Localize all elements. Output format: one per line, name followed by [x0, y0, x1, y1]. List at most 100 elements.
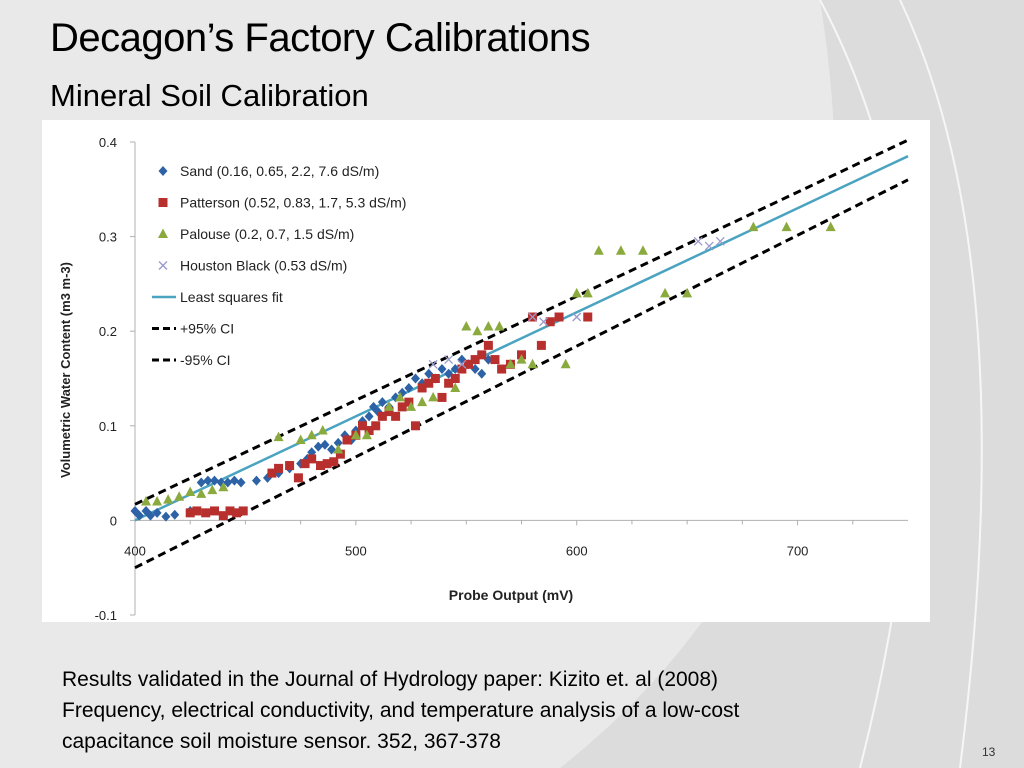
legend-marker	[158, 198, 168, 207]
data-point	[152, 507, 162, 518]
data-point	[333, 437, 343, 448]
data-point	[163, 494, 174, 504]
data-point	[251, 475, 261, 486]
series-line	[134, 155, 909, 522]
data-point	[483, 340, 493, 350]
legend-marker	[158, 228, 168, 238]
data-point	[417, 396, 428, 407]
data-point	[781, 221, 792, 232]
x-marker-stroke	[444, 355, 454, 365]
data-point	[196, 477, 206, 488]
data-point	[637, 245, 648, 255]
data-point	[225, 506, 235, 516]
data-point	[430, 374, 440, 383]
data-point	[406, 401, 417, 411]
x-marker-stroke	[572, 312, 582, 322]
data-point	[295, 434, 306, 444]
data-point	[417, 383, 427, 393]
data-point	[497, 364, 507, 374]
data-point	[457, 354, 467, 365]
data-point	[490, 355, 500, 365]
data-point	[461, 320, 472, 331]
data-point	[232, 508, 242, 518]
data-point	[682, 287, 693, 298]
data-point	[444, 355, 454, 365]
data-point	[371, 421, 381, 431]
data-point	[218, 481, 229, 492]
x-axis-title: Probe Output (mV)	[449, 587, 573, 603]
data-point	[470, 355, 480, 365]
data-point	[825, 221, 836, 232]
data-point	[583, 312, 593, 322]
data-point	[472, 325, 483, 336]
data-point	[329, 457, 339, 467]
data-point	[528, 312, 538, 322]
data-point	[424, 378, 434, 388]
data-point	[428, 391, 439, 402]
scatter-chart: 400 500 600 700 -0.1 0 0.1 0.2 0.3 0.4 Volumetric…	[58, 135, 909, 622]
y-axis-title: Volumetric Water Content (m3 m-3)	[58, 262, 73, 478]
data-point	[660, 287, 671, 298]
data-point	[357, 421, 367, 431]
legend-entry-label: Patterson (0.52, 0.83, 1.7, 5.3 dS/m)	[180, 195, 406, 211]
data-point	[395, 391, 406, 402]
data-point	[704, 241, 714, 251]
axes-layer: 400 500 600 700 -0.1 0 0.1 0.2 0.3 0.4	[95, 135, 908, 622]
legend-entry-label: Least squares fit	[180, 289, 283, 305]
y-tick-label: 0.4	[99, 135, 117, 150]
data-point	[203, 475, 213, 486]
data-point	[274, 463, 284, 473]
data-point	[185, 508, 195, 518]
data-point	[306, 429, 317, 440]
data-point	[404, 397, 414, 407]
legend-marker	[158, 261, 168, 270]
data-point	[210, 475, 220, 486]
data-point	[477, 368, 487, 379]
lines-layer	[134, 138, 909, 570]
data-point	[437, 364, 447, 375]
data-point	[450, 374, 460, 383]
data-point	[397, 402, 407, 412]
data-point	[582, 287, 593, 298]
y-tick-label: 0	[110, 513, 117, 528]
data-point	[457, 364, 467, 374]
data-point	[470, 364, 480, 375]
x-tick-label: 400	[124, 543, 146, 558]
data-point	[545, 317, 555, 327]
data-point	[174, 491, 185, 501]
data-point	[377, 411, 387, 421]
legend-entry-label: +95% CI	[180, 321, 234, 337]
x-marker-stroke	[428, 359, 438, 369]
x-marker-stroke	[715, 236, 725, 246]
data-point	[404, 382, 414, 393]
caption-line-1: Results validated in the Journal of Hydr…	[62, 668, 719, 691]
data-point	[505, 358, 516, 369]
data-point	[450, 382, 461, 392]
data-point	[444, 378, 454, 388]
data-point	[615, 245, 626, 255]
x-marker-stroke	[528, 312, 538, 322]
data-point	[300, 459, 310, 469]
legend-marker	[158, 166, 168, 176]
caption-line-2: Frequency, electrical conductivity, and …	[62, 699, 740, 722]
data-point	[152, 495, 163, 506]
data-point	[134, 510, 144, 521]
data-point	[410, 421, 420, 431]
data-point	[335, 449, 345, 459]
data-point	[391, 411, 401, 421]
x-marker-stroke	[704, 241, 714, 251]
data-point	[593, 245, 604, 255]
data-point	[238, 506, 248, 516]
x-marker-stroke	[693, 236, 703, 246]
data-point	[383, 401, 394, 411]
data-point	[715, 236, 725, 246]
data-point	[539, 317, 549, 327]
caption-line-3: capacitance soil moisture sensor. 352, 3…	[62, 730, 501, 753]
data-point	[210, 506, 220, 516]
data-point	[377, 397, 387, 408]
data-point	[273, 431, 284, 442]
data-point	[207, 484, 218, 495]
data-point	[333, 443, 344, 454]
data-point	[192, 506, 202, 516]
data-point	[463, 359, 473, 369]
